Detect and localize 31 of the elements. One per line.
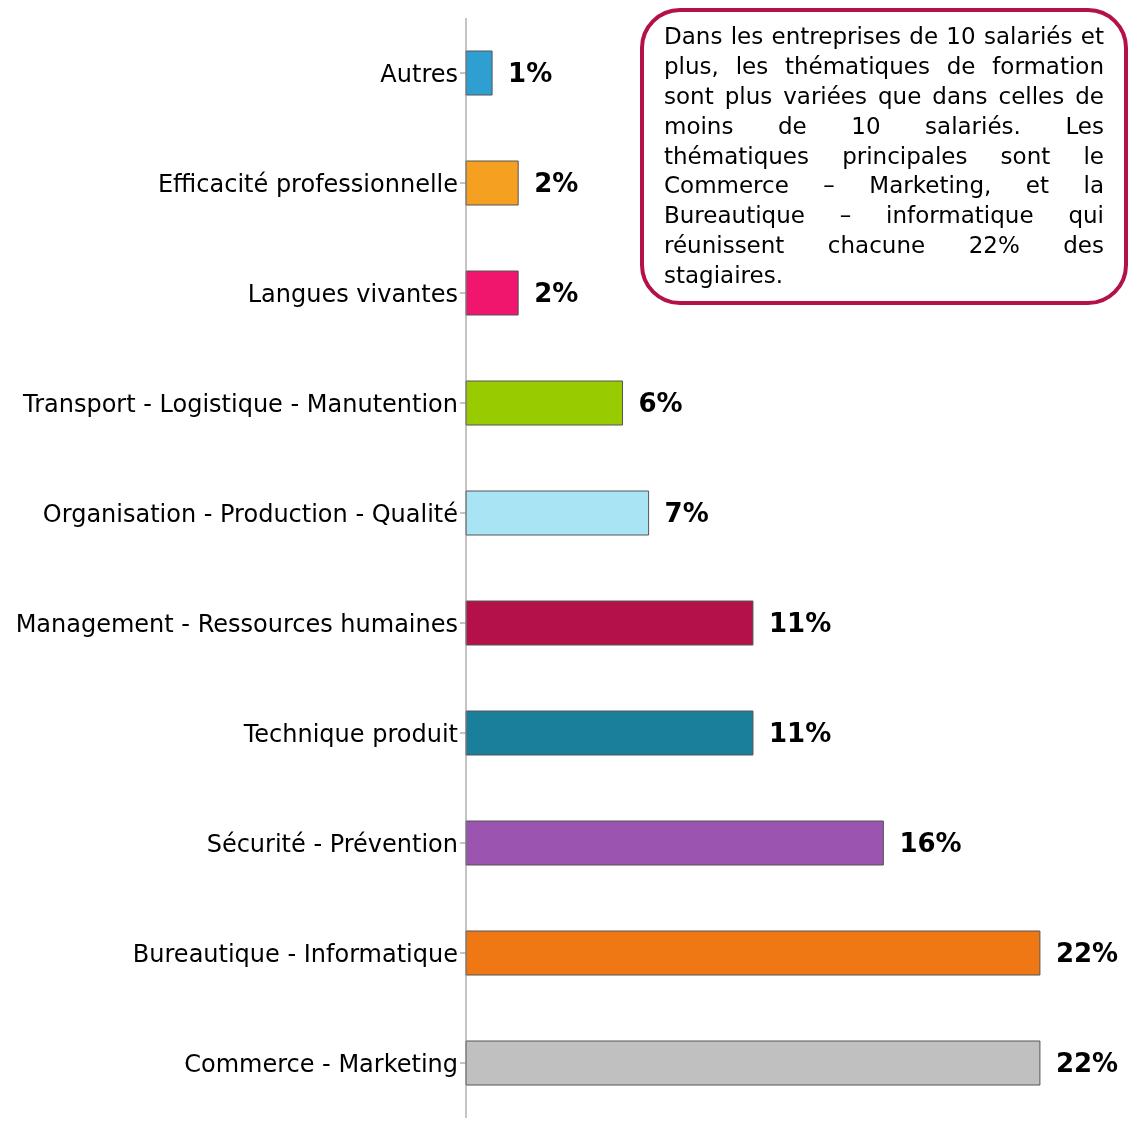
y-tick-label: Langues vivantes: [247, 279, 458, 308]
data-label: 22%: [1055, 1048, 1119, 1079]
data-label: 16%: [899, 828, 962, 859]
bar: [465, 710, 754, 756]
y-tick-label: Bureautique - Informatique: [132, 939, 458, 968]
data-label: 11%: [768, 608, 832, 639]
bar: [465, 380, 624, 426]
text: Dans les entreprises de 10 salariés et plus, les thématiques de formation sont plus variées que dans celles de moins de 10 salariés. Les thématiques principales sont le Commerce – Marketing, et la Bureautique – informatique qui réunissent chacune 22% des stagiaires.: [664, 23, 1104, 289]
y-tick-label: Autres: [380, 59, 458, 88]
bar: [465, 930, 1041, 976]
y-tick-label: Commerce - Marketing: [184, 1049, 458, 1078]
y-tick-label: Technique produit: [242, 719, 458, 748]
data-label: 2%: [534, 168, 579, 199]
bar: [465, 820, 884, 866]
y-tick-label: Efficacité professionnelle: [157, 169, 458, 198]
bar: [465, 1040, 1041, 1086]
data-label: 6%: [638, 388, 683, 419]
y-tick-label: Organisation - Production - Qualité: [42, 499, 458, 528]
bar: [465, 50, 493, 96]
bar: [465, 600, 754, 646]
bar: [465, 160, 519, 206]
y-tick-label: Transport - Logistique - Manutention: [22, 389, 458, 418]
y-tick-label: Management - Ressources humaines: [15, 609, 458, 638]
data-label: 22%: [1055, 938, 1119, 969]
data-label: 7%: [664, 498, 709, 529]
data-label: 1%: [508, 58, 553, 89]
bar: [465, 270, 519, 316]
y-tick-label: Sécurité - Prévention: [206, 829, 458, 858]
bar: [465, 490, 650, 536]
data-label: 2%: [534, 278, 579, 309]
data-label: 11%: [768, 718, 832, 749]
